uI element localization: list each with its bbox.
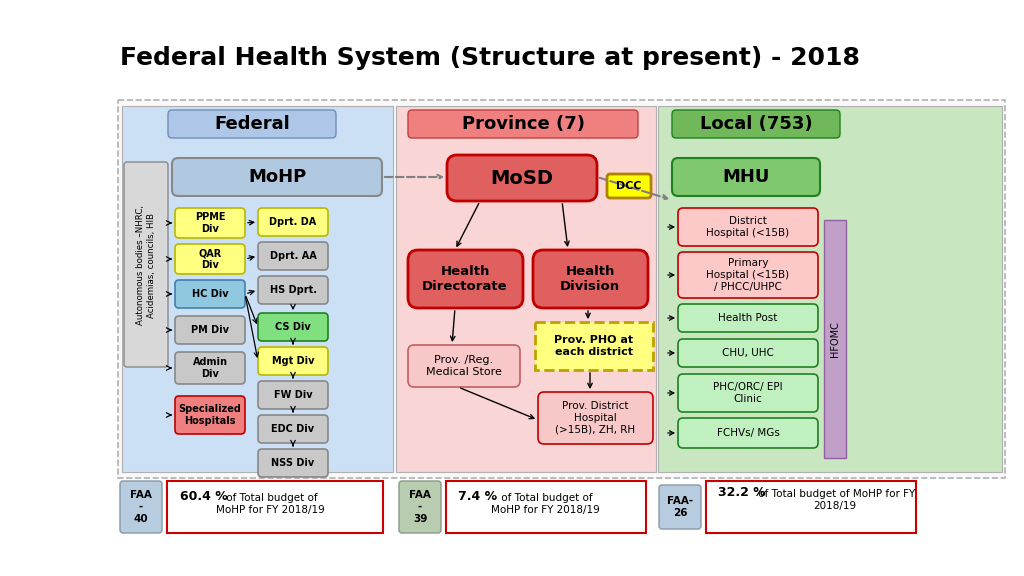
FancyBboxPatch shape bbox=[258, 449, 328, 477]
FancyBboxPatch shape bbox=[678, 252, 818, 298]
Text: Federal: Federal bbox=[214, 115, 290, 133]
FancyBboxPatch shape bbox=[672, 158, 820, 196]
Text: HFOMC: HFOMC bbox=[830, 321, 840, 357]
Text: PHC/ORC/ EPI
Clinic: PHC/ORC/ EPI Clinic bbox=[713, 382, 782, 404]
Text: 60.4 %: 60.4 % bbox=[180, 491, 227, 503]
Text: of Total budget of
MoHP for FY 2018/19: of Total budget of MoHP for FY 2018/19 bbox=[490, 493, 600, 515]
Bar bbox=[824, 220, 846, 458]
FancyBboxPatch shape bbox=[258, 415, 328, 443]
FancyBboxPatch shape bbox=[408, 345, 520, 387]
Text: of Total budget of
MoHP for FY 2018/19: of Total budget of MoHP for FY 2018/19 bbox=[216, 493, 325, 515]
FancyBboxPatch shape bbox=[678, 304, 818, 332]
FancyBboxPatch shape bbox=[538, 392, 653, 444]
Text: District
Hospital (<15B): District Hospital (<15B) bbox=[707, 216, 790, 238]
FancyBboxPatch shape bbox=[607, 174, 651, 198]
FancyBboxPatch shape bbox=[258, 347, 328, 375]
FancyBboxPatch shape bbox=[175, 316, 245, 344]
FancyBboxPatch shape bbox=[408, 110, 638, 138]
FancyBboxPatch shape bbox=[120, 481, 162, 533]
FancyBboxPatch shape bbox=[534, 250, 648, 308]
FancyBboxPatch shape bbox=[258, 381, 328, 409]
Text: 32.2 %: 32.2 % bbox=[718, 487, 766, 499]
Text: Dprt. DA: Dprt. DA bbox=[269, 217, 316, 227]
Bar bbox=[122, 106, 393, 472]
FancyBboxPatch shape bbox=[175, 396, 245, 434]
Text: HS Dprt.: HS Dprt. bbox=[269, 285, 316, 295]
Text: Prov. PHO at
each district: Prov. PHO at each district bbox=[554, 335, 634, 357]
Text: EDC Div: EDC Div bbox=[271, 424, 314, 434]
Text: NSS Div: NSS Div bbox=[271, 458, 314, 468]
Bar bbox=[706, 481, 916, 533]
Text: Prov. District
Hospital
(>15B), ZH, RH: Prov. District Hospital (>15B), ZH, RH bbox=[555, 401, 635, 435]
Text: Prov. /Reg.
Medical Store: Prov. /Reg. Medical Store bbox=[426, 355, 502, 377]
Text: HC Div: HC Div bbox=[191, 289, 228, 299]
FancyBboxPatch shape bbox=[168, 110, 336, 138]
Text: FW Div: FW Div bbox=[273, 390, 312, 400]
FancyBboxPatch shape bbox=[678, 339, 818, 367]
Text: Health
Directorate: Health Directorate bbox=[422, 265, 508, 293]
Text: of Total budget of MoHP for FY
2018/19: of Total budget of MoHP for FY 2018/19 bbox=[755, 489, 915, 511]
Text: Mgt Div: Mgt Div bbox=[271, 356, 314, 366]
FancyBboxPatch shape bbox=[172, 158, 382, 196]
Text: MoSD: MoSD bbox=[490, 169, 554, 188]
Text: Local (753): Local (753) bbox=[699, 115, 812, 133]
FancyBboxPatch shape bbox=[175, 208, 245, 238]
FancyBboxPatch shape bbox=[678, 208, 818, 246]
FancyBboxPatch shape bbox=[258, 208, 328, 236]
Text: PPME
Div: PPME Div bbox=[195, 212, 225, 234]
Bar bbox=[658, 106, 1002, 472]
FancyBboxPatch shape bbox=[678, 418, 818, 448]
Text: Dprt. AA: Dprt. AA bbox=[269, 251, 316, 261]
FancyBboxPatch shape bbox=[258, 313, 328, 341]
Bar bbox=[396, 106, 656, 472]
Text: CS Div: CS Div bbox=[275, 322, 311, 332]
Text: Health
Division: Health Division bbox=[560, 265, 621, 293]
Text: PM Div: PM Div bbox=[191, 325, 229, 335]
Bar bbox=[535, 322, 653, 370]
FancyBboxPatch shape bbox=[672, 110, 840, 138]
Text: FAA
-
39: FAA - 39 bbox=[409, 490, 431, 524]
FancyBboxPatch shape bbox=[175, 244, 245, 274]
FancyBboxPatch shape bbox=[447, 155, 597, 201]
Text: FAA-
26: FAA- 26 bbox=[667, 496, 693, 518]
Bar bbox=[446, 481, 646, 533]
Text: Autonomous bodies –NHRC,
Acidemias, councils, HIB: Autonomous bodies –NHRC, Acidemias, coun… bbox=[136, 205, 156, 325]
Text: MHU: MHU bbox=[722, 168, 770, 186]
Text: DCC: DCC bbox=[616, 181, 642, 191]
FancyBboxPatch shape bbox=[408, 250, 523, 308]
Text: MoHP: MoHP bbox=[248, 168, 306, 186]
FancyBboxPatch shape bbox=[258, 276, 328, 304]
FancyBboxPatch shape bbox=[678, 374, 818, 412]
Text: CHU, UHC: CHU, UHC bbox=[722, 348, 774, 358]
Text: QAR
Div: QAR Div bbox=[199, 248, 221, 270]
Bar bbox=[118, 100, 1005, 478]
FancyBboxPatch shape bbox=[175, 280, 245, 308]
FancyBboxPatch shape bbox=[175, 352, 245, 384]
Text: Admin
Div: Admin Div bbox=[193, 357, 227, 379]
FancyBboxPatch shape bbox=[399, 481, 441, 533]
Text: FCHVs/ MGs: FCHVs/ MGs bbox=[717, 428, 779, 438]
Text: Province (7): Province (7) bbox=[462, 115, 585, 133]
FancyBboxPatch shape bbox=[124, 162, 168, 367]
Text: FAA
-
40: FAA - 40 bbox=[130, 490, 152, 524]
Text: Federal Health System (Structure at present) - 2018: Federal Health System (Structure at pres… bbox=[120, 46, 860, 70]
Text: Primary
Hospital (<15B)
/ PHCC/UHPC: Primary Hospital (<15B) / PHCC/UHPC bbox=[707, 259, 790, 291]
FancyBboxPatch shape bbox=[258, 242, 328, 270]
Text: Health Post: Health Post bbox=[718, 313, 777, 323]
FancyBboxPatch shape bbox=[659, 485, 701, 529]
Text: Specialized
Hospitals: Specialized Hospitals bbox=[178, 404, 242, 426]
Bar bbox=[167, 481, 383, 533]
Text: 7.4 %: 7.4 % bbox=[458, 491, 497, 503]
